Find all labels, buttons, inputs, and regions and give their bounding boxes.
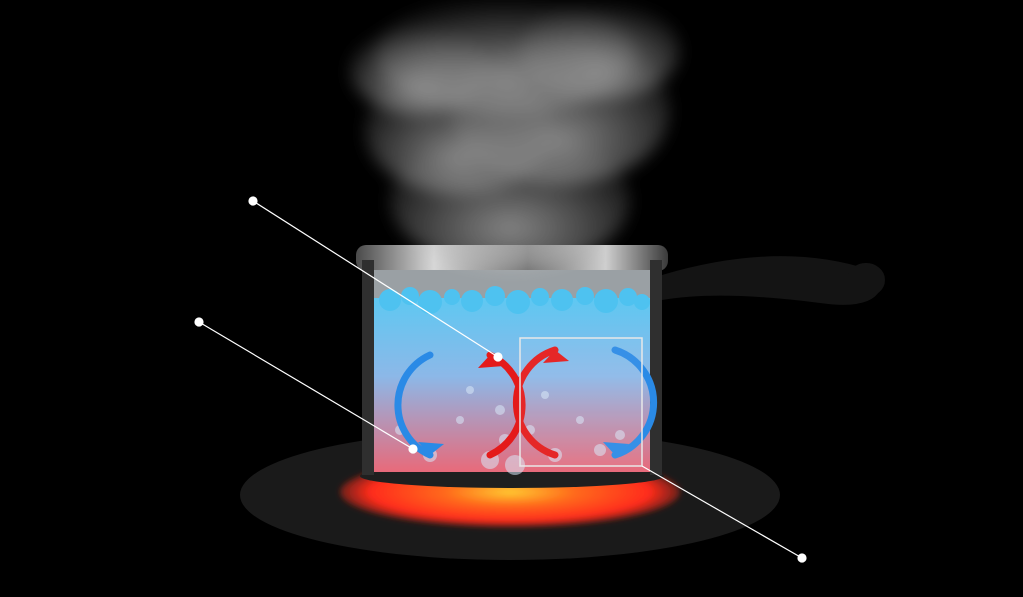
convection-highlight-box	[520, 338, 642, 466]
diagram-svg	[0, 0, 1023, 597]
pot-handle	[662, 256, 881, 305]
convection-diagram	[0, 0, 1023, 597]
steam	[350, 0, 680, 270]
